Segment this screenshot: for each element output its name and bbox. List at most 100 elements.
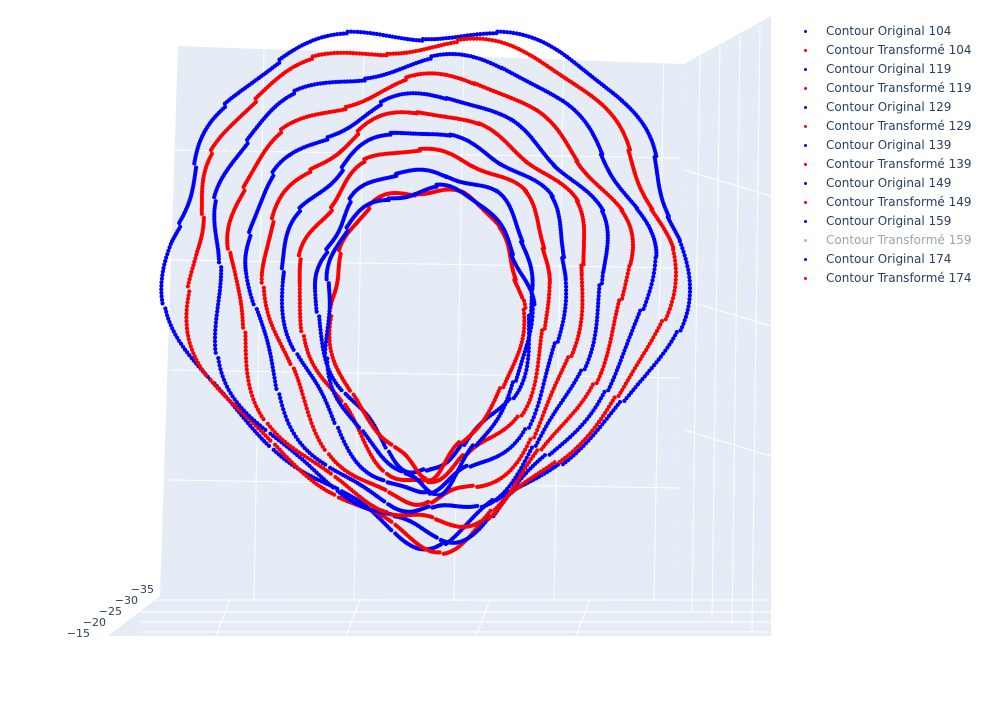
- contour-point: [594, 380, 599, 386]
- contour-point: [535, 404, 540, 409]
- legend-item[interactable]: Contour Original 119: [796, 60, 980, 79]
- contour-point: [297, 209, 303, 214]
- contour-point: [270, 365, 275, 370]
- contour-point: [271, 173, 276, 178]
- contour-point: [245, 141, 250, 146]
- contour-point: [511, 484, 516, 489]
- contour-point: [243, 356, 249, 361]
- contour-point: [521, 329, 526, 334]
- contour-point: [241, 325, 246, 330]
- contour-point: [563, 275, 568, 280]
- contour-point: [501, 29, 506, 34]
- contour-point: [186, 293, 191, 298]
- legend-item[interactable]: Contour Original 149: [796, 174, 980, 193]
- legend-item[interactable]: Contour Transformé 149: [796, 193, 980, 212]
- contour-point: [519, 433, 524, 438]
- legend-item[interactable]: Contour Original 104: [796, 22, 980, 41]
- contour-point: [634, 363, 639, 368]
- contour-point: [340, 168, 345, 173]
- contour-point: [521, 468, 526, 474]
- contour-point: [329, 384, 334, 390]
- contour-point: [533, 431, 538, 436]
- contour-point: [506, 393, 511, 398]
- contour-point: [232, 397, 237, 402]
- contour-point: [238, 295, 243, 300]
- contour-point: [178, 224, 183, 229]
- contour-point: [577, 327, 582, 332]
- contour-point: [517, 346, 523, 351]
- contour-point: [167, 245, 172, 250]
- legend-item[interactable]: Contour Transformé 119: [796, 79, 980, 98]
- legend-item[interactable]: Contour Original 174: [796, 250, 980, 269]
- contour-point: [185, 284, 190, 289]
- scatter3d-plot[interactable]: −35−30−25−20−15: [0, 0, 790, 711]
- contour-point: [557, 333, 562, 338]
- contour-point: [509, 383, 514, 388]
- contour-point: [265, 338, 270, 343]
- contour-point: [537, 345, 543, 350]
- contour-point: [215, 386, 220, 391]
- contour-point: [250, 393, 255, 398]
- contour-point: [526, 440, 531, 445]
- contour-point: [188, 344, 193, 349]
- legend-item[interactable]: Contour Transformé 129: [796, 117, 980, 136]
- contour-point: [323, 347, 328, 352]
- contour-point: [526, 400, 531, 406]
- contour-point: [217, 288, 222, 293]
- contour-point: [455, 37, 460, 43]
- legend-item[interactable]: Contour Transformé 159: [796, 231, 980, 250]
- contour-point: [326, 322, 331, 327]
- contour-point: [215, 305, 220, 311]
- contour-point: [573, 344, 578, 349]
- contour-point: [281, 319, 286, 324]
- legend-item[interactable]: Contour Transformé 139: [796, 155, 980, 174]
- contour-point: [510, 380, 515, 385]
- contour-point: [280, 283, 285, 288]
- contour-point: [296, 378, 301, 384]
- contour-point: [563, 281, 569, 286]
- contour-point: [526, 353, 531, 358]
- contour-point: [237, 403, 242, 408]
- contour-point: [366, 52, 371, 57]
- contour-point: [563, 298, 569, 304]
- contour-point: [218, 275, 224, 280]
- contour-point: [617, 298, 622, 303]
- contour-point: [387, 449, 392, 454]
- contour-point: [269, 358, 274, 363]
- contour-point: [385, 51, 390, 56]
- contour-point: [333, 79, 338, 85]
- contour-point: [332, 420, 337, 425]
- contour-point: [528, 448, 533, 454]
- legend-item[interactable]: Contour Original 129: [796, 98, 980, 117]
- contour-point: [265, 310, 270, 315]
- contour-point: [348, 29, 354, 34]
- contour-point: [604, 416, 609, 421]
- contour-point: [513, 481, 518, 486]
- contour-point: [528, 437, 533, 442]
- contour-point: [285, 418, 290, 423]
- contour-point: [624, 275, 630, 280]
- contour-point: [587, 353, 593, 359]
- contour-point: [255, 310, 261, 315]
- contour-point: [526, 317, 532, 322]
- contour-point: [159, 276, 164, 281]
- contour-point: [325, 367, 330, 372]
- contour-point: [261, 417, 266, 422]
- contour-point: [216, 260, 222, 265]
- contour-point: [303, 402, 308, 407]
- legend-item[interactable]: Contour Transformé 174: [796, 269, 980, 288]
- legend-item[interactable]: Contour Transformé 104: [796, 41, 980, 60]
- legend-item[interactable]: Contour Original 139: [796, 136, 980, 155]
- grid-line: [691, 55, 701, 613]
- contour-point: [324, 336, 329, 341]
- contour-point: [468, 33, 473, 38]
- contour-point: [345, 29, 350, 34]
- contour-point: [244, 359, 249, 364]
- legend-item[interactable]: Contour Original 159: [796, 212, 980, 231]
- contour-point: [597, 374, 602, 379]
- contour-point: [297, 304, 302, 309]
- contour-point: [343, 442, 348, 447]
- contour-point: [218, 278, 223, 283]
- contour-point: [159, 294, 164, 299]
- contour-point: [523, 465, 528, 470]
